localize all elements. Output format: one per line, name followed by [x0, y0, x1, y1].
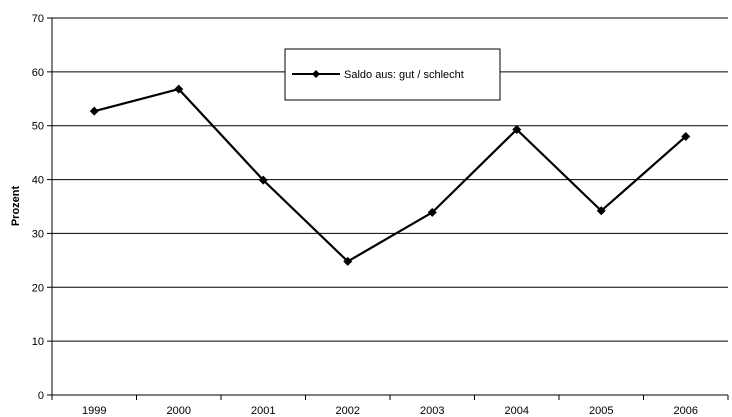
x-tick-labels: 1999 2000 2001 2002 2003 2004 2005 2006: [82, 405, 698, 417]
data-point-marker: [681, 131, 691, 141]
y-tick-label: 10: [32, 336, 44, 348]
data-point-marker: [174, 84, 184, 94]
y-tick-labels: 0 10 20 30 40 50 60 70: [32, 13, 44, 402]
data-point-marker: [427, 207, 437, 217]
x-tick-label: 2006: [674, 405, 698, 417]
y-tick-label: 70: [32, 13, 44, 25]
data-point-marker: [343, 256, 353, 266]
data-point-marker: [89, 106, 99, 116]
legend-label: Saldo aus: gut / schlecht: [344, 69, 464, 81]
x-tick-label: 1999: [82, 405, 106, 417]
y-tick-label: 50: [32, 121, 44, 133]
y-tick-label: 30: [32, 228, 44, 240]
y-tick-label: 0: [38, 390, 44, 402]
series-line: [93, 87, 687, 263]
y-tick-label: 60: [32, 67, 44, 79]
series-group: [89, 84, 691, 266]
x-tick-label: 2003: [420, 405, 444, 417]
x-tick-label: 2001: [251, 405, 275, 417]
legend: Saldo aus: gut / schlecht: [284, 48, 501, 101]
y-tick-label: 40: [32, 175, 44, 187]
x-tick-label: 2002: [336, 405, 360, 417]
axes: [47, 17, 729, 400]
data-point-marker: [258, 175, 268, 185]
y-tick-label: 20: [32, 282, 44, 294]
x-tick-label: 2000: [167, 405, 191, 417]
data-point-marker: [596, 206, 606, 216]
data-point-marker: [512, 124, 522, 134]
legend-marker-swatch: [312, 70, 320, 78]
y-axis-title: Prozent: [10, 185, 22, 226]
x-tick-label: 2005: [589, 405, 613, 417]
x-tick-label: 2004: [505, 405, 529, 417]
